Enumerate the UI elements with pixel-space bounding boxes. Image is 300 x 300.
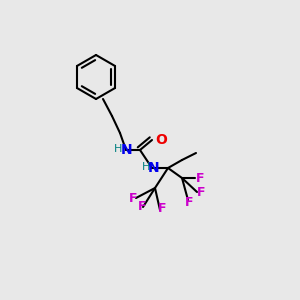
Text: F: F <box>185 196 193 208</box>
Text: F: F <box>158 202 166 215</box>
Text: H: H <box>142 162 150 172</box>
Text: N: N <box>148 161 160 175</box>
Text: N: N <box>121 143 133 157</box>
Text: H: H <box>114 144 122 154</box>
Text: F: F <box>197 185 205 199</box>
Text: F: F <box>129 191 137 205</box>
Text: F: F <box>196 172 204 184</box>
Text: F: F <box>138 200 146 212</box>
Text: O: O <box>155 133 167 147</box>
